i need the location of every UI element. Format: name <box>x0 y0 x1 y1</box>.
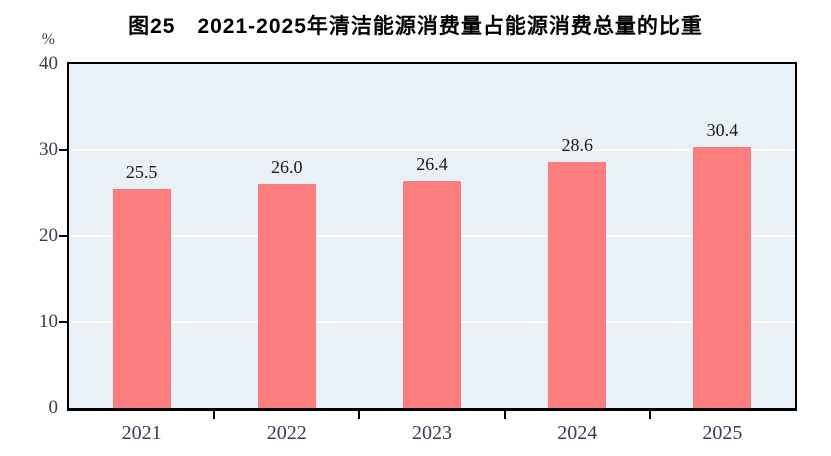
bar-value-label: 28.6 <box>561 135 593 156</box>
y-tick-label: 0 <box>48 397 59 418</box>
plot-area: 25.5 26.0 26.4 28.6 30.4 <box>67 62 797 411</box>
y-tick-label: 10 <box>39 311 58 332</box>
y-tick-label: 20 <box>39 225 58 246</box>
x-tick-mark <box>213 411 216 419</box>
x-axis-label-2023: 2023 <box>411 422 452 444</box>
y-tick-mark <box>59 149 67 151</box>
y-tick-mark <box>59 235 67 237</box>
chart-title: 图25 2021-2025年清洁能源消费量占能源消费总量的比重 <box>128 15 703 38</box>
bar-value-label: 26.0 <box>271 157 303 178</box>
bar-2024 <box>548 162 607 408</box>
y-tick-mark <box>59 321 67 323</box>
bar-2021 <box>112 188 171 408</box>
bar-2022 <box>257 184 316 408</box>
x-axis-label-2025: 2025 <box>702 422 743 444</box>
y-tick-label: 30 <box>39 139 58 160</box>
x-tick-mark <box>358 411 361 419</box>
x-tick-mark <box>503 411 506 419</box>
y-axis-unit-label: % <box>41 31 55 48</box>
x-axis-label-2024: 2024 <box>557 422 598 444</box>
x-axis-label-2021: 2021 <box>121 422 162 444</box>
bar-value-label: 26.4 <box>416 153 448 174</box>
bar-2023 <box>403 180 461 408</box>
bar-value-label: 25.5 <box>125 161 158 182</box>
gridline <box>69 149 795 151</box>
y-tick-label: 40 <box>39 53 58 74</box>
bar-2025 <box>693 146 752 408</box>
x-tick-mark <box>648 411 651 419</box>
bar-value-label: 30.4 <box>706 119 739 140</box>
x-axis-label-2022: 2022 <box>266 422 307 444</box>
